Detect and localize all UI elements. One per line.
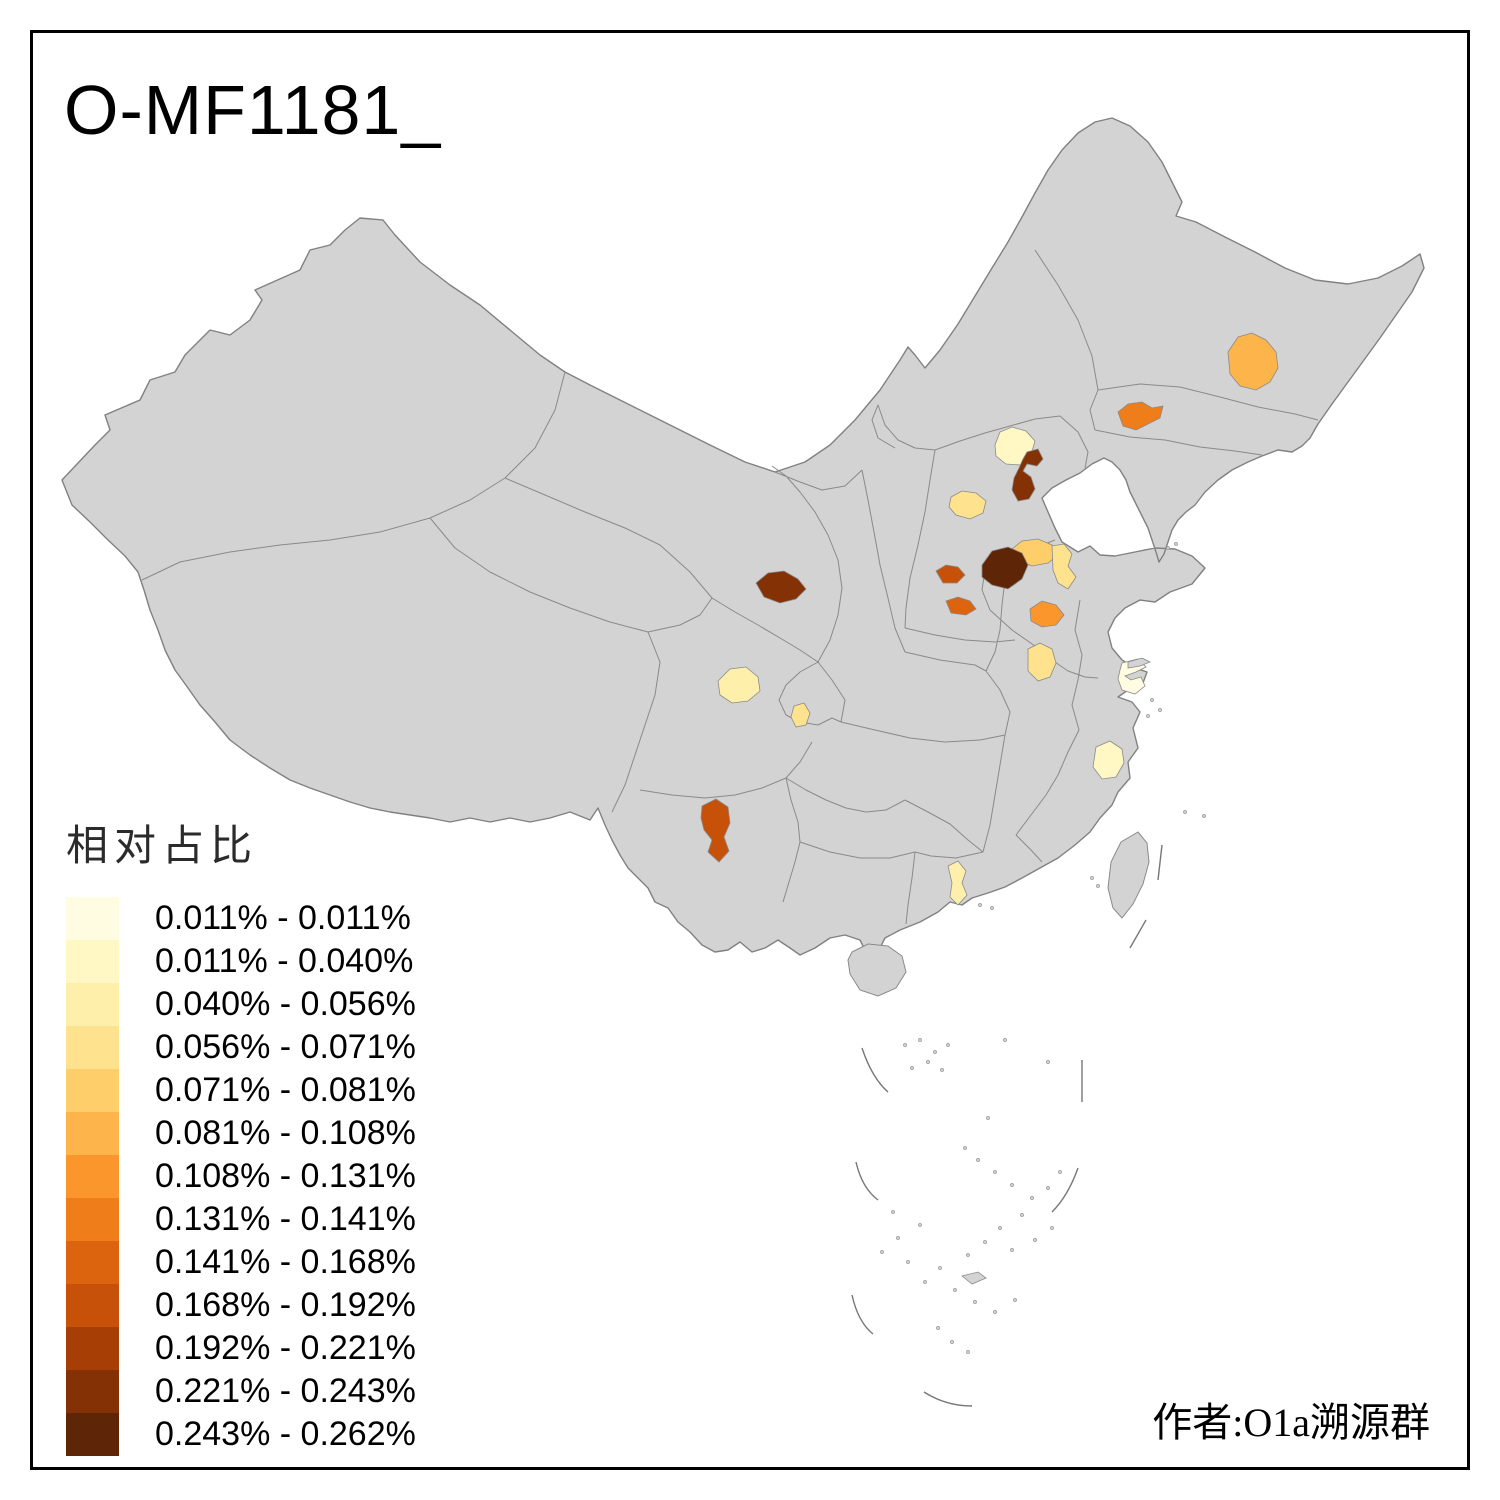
legend-swatch-1 xyxy=(66,897,119,940)
legend-label-3: 0.040% - 0.056% xyxy=(155,985,416,1023)
region-tianjin-area xyxy=(1011,448,1044,502)
legend-label-5: 0.071% - 0.081% xyxy=(155,1071,416,1109)
region-liaoning-west-area xyxy=(1117,401,1164,431)
legend-swatch-12 xyxy=(66,1370,119,1413)
region-henan-central-area xyxy=(945,596,977,616)
legend-label-4: 0.056% - 0.071% xyxy=(155,1028,416,1066)
region-shandong-west-dark-area xyxy=(981,546,1029,590)
legend-body: 0.011% - 0.011% 0.011% - 0.040% 0.040% -… xyxy=(66,897,416,1456)
legend-label-2: 0.011% - 0.040% xyxy=(155,942,414,980)
mainland-outline xyxy=(61,117,1425,966)
legend-swatch-7 xyxy=(66,1155,119,1198)
legend-label-11: 0.192% - 0.221% xyxy=(155,1329,416,1367)
chart-title: O-MF1181_ xyxy=(64,71,442,149)
legend-swatch-6 xyxy=(66,1112,119,1155)
legend-swatch-10 xyxy=(66,1284,119,1327)
legend-color-bar xyxy=(66,897,119,1456)
hainan-island xyxy=(847,943,907,997)
legend-swatch-2 xyxy=(66,940,119,983)
region-sichuan-chengdu-area xyxy=(717,666,761,704)
region-hebei-central-area xyxy=(948,490,987,520)
region-chongqing-small-area xyxy=(790,702,811,728)
region-yunnan-central-area xyxy=(700,798,731,863)
small-islands-dots xyxy=(880,542,1206,1354)
region-shandong-southwest-area xyxy=(1029,600,1065,628)
legend-swatch-3 xyxy=(66,983,119,1026)
legend-swatch-8 xyxy=(66,1198,119,1241)
region-zhejiang-coastal-area xyxy=(1092,740,1125,780)
legend-swatch-9 xyxy=(66,1241,119,1284)
taiwan-island xyxy=(1107,831,1150,919)
legend: 相对占比 0.011% - 0.011% 0.011% - 0.040% xyxy=(66,812,416,1456)
legend-swatch-4 xyxy=(66,1026,119,1069)
legend-label-13: 0.243% - 0.262% xyxy=(155,1415,416,1453)
legend-label-10: 0.168% - 0.192% xyxy=(155,1286,416,1324)
chongming-island xyxy=(1127,657,1151,669)
region-shandong-south-area xyxy=(1027,642,1057,682)
south-sea-islet xyxy=(961,1271,987,1285)
attribution: 作者:O1a溯源群 xyxy=(1152,1400,1430,1445)
region-shanghai-area xyxy=(1117,658,1147,695)
legend-title: 相对占比 xyxy=(66,824,259,870)
legend-label-7: 0.108% - 0.131% xyxy=(155,1157,416,1195)
region-northeast-harbin-area xyxy=(1227,332,1279,391)
maritime-boundary-dashes xyxy=(851,844,1163,1407)
region-henan-north-area xyxy=(935,564,966,584)
page-border-frame xyxy=(30,30,1470,1470)
legend-swatch-11 xyxy=(66,1327,119,1370)
legend-label-8: 0.131% - 0.141% xyxy=(155,1200,416,1238)
legend-labels: 0.011% - 0.011% 0.011% - 0.040% 0.040% -… xyxy=(155,897,416,1456)
legend-swatch-5 xyxy=(66,1069,119,1112)
legend-label-6: 0.081% - 0.108% xyxy=(155,1114,416,1152)
legend-swatch-13 xyxy=(66,1413,119,1456)
legend-label-9: 0.141% - 0.168% xyxy=(155,1243,416,1281)
legend-label-1: 0.011% - 0.011% xyxy=(155,899,411,937)
legend-label-12: 0.221% - 0.243% xyxy=(155,1372,416,1410)
region-gansu-southeast-area xyxy=(755,570,807,604)
region-shandong-central-arm-area xyxy=(1051,543,1077,590)
region-guangdong-pearl-area xyxy=(947,860,968,906)
